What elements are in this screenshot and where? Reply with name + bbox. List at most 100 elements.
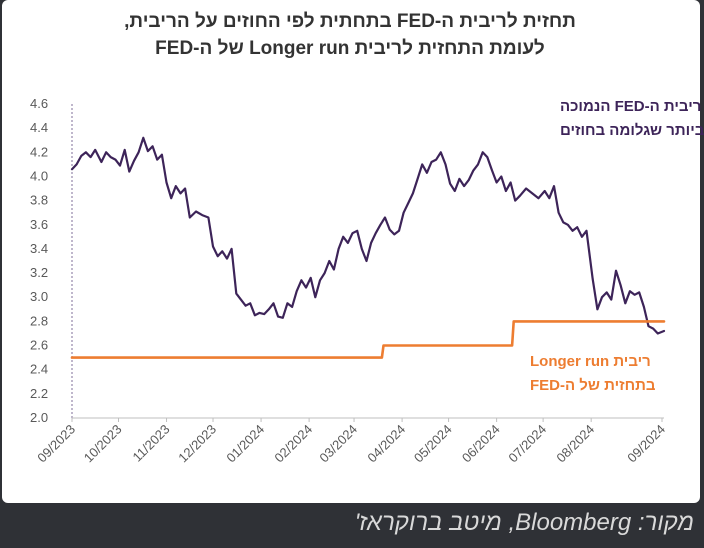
x-tick-label: 11/2023 xyxy=(129,422,172,465)
data-point-fed_funds_implied xyxy=(468,179,470,181)
data-point-fed_funds_implied xyxy=(89,156,92,158)
y-tick-label: 4.0 xyxy=(30,168,48,183)
annotation-longer_run-line-1: ריבית Longer run xyxy=(530,353,651,370)
x-tick-label: 04/2024 xyxy=(364,422,408,466)
data-point-fed_funds_implied xyxy=(100,161,103,163)
data-point-fed_funds_implied xyxy=(291,306,293,308)
data-point-fed_funds_implied xyxy=(151,145,154,147)
data-point-fed_funds_implied xyxy=(440,151,442,153)
data-point-fed_funds_implied xyxy=(629,290,631,292)
data-point-fed_funds_implied xyxy=(403,212,405,214)
data-point-fed_funds_implied xyxy=(416,178,419,180)
data-point-fed_funds_implied xyxy=(596,308,598,310)
line-chart: 4.6 4.4 4.2 4.0 3.8 3.6 3.4 3.2 3.0 2.8 2.6 2.4 2.2 2… xyxy=(30,96,704,466)
data-point-fed_funds_implied xyxy=(379,224,381,226)
data-point-fed_funds_implied xyxy=(114,158,116,161)
data-point-fed_funds_implied xyxy=(105,151,107,153)
x-tick-label: 10/2023 xyxy=(81,422,125,466)
series-line-longer_run xyxy=(70,320,666,359)
data-point-fed_funds_implied xyxy=(444,163,447,165)
x-tick-label: 03/2024 xyxy=(316,422,360,466)
data-point-fed_funds_implied xyxy=(189,216,191,219)
data-point-fed_funds_implied xyxy=(333,268,335,271)
annotation-fed_funds_implied-line-1: ריבית ה-FED הנמוכה xyxy=(560,98,701,115)
data-point-fed_funds_implied xyxy=(491,169,493,172)
y-tick-label: 2.8 xyxy=(30,313,48,328)
chart-title-line-1: תחזית לריבית ה-FED בתחתית לפי החוזים על … xyxy=(124,11,576,32)
data-point-fed_funds_implied xyxy=(147,150,149,152)
chart-title-line-2: לעומת התחזית לריבית Longer run של ה-FED xyxy=(155,38,545,59)
data-point-fed_funds_implied xyxy=(254,314,256,316)
data-point-longer_run xyxy=(382,344,385,347)
data-point-fed_funds_implied xyxy=(244,305,247,307)
data-point-fed_funds_implied xyxy=(221,250,223,252)
data-point-fed_funds_implied xyxy=(314,296,316,298)
data-point-fed_funds_implied xyxy=(393,233,395,236)
data-point-fed_funds_implied xyxy=(365,260,368,262)
data-point-fed_funds_implied xyxy=(324,272,326,274)
y-tick-label: 2.2 xyxy=(30,386,48,401)
data-point-fed_funds_implied xyxy=(426,172,428,174)
data-point-fed_funds_implied xyxy=(300,279,302,281)
data-point-fed_funds_implied xyxy=(435,158,437,161)
data-point-fed_funds_implied xyxy=(156,158,158,161)
source-credit: מקור: Bloomberg, מיטב ברוקראז' xyxy=(354,509,694,536)
data-point-fed_funds_implied xyxy=(519,195,521,197)
data-point-fed_funds_implied xyxy=(249,302,251,304)
data-point-fed_funds_implied xyxy=(184,187,186,190)
data-point-longer_run xyxy=(511,344,513,347)
data-point-fed_funds_implied xyxy=(486,156,488,158)
data-point-fed_funds_implied xyxy=(389,229,391,231)
data-point-fed_funds_implied xyxy=(342,236,344,238)
data-point-fed_funds_implied xyxy=(195,210,197,213)
data-point-fed_funds_implied xyxy=(581,236,583,238)
data-point-fed_funds_implied xyxy=(601,296,603,298)
data-point-fed_funds_implied xyxy=(544,190,546,192)
data-point-fed_funds_implied xyxy=(94,149,96,151)
data-point-fed_funds_implied xyxy=(361,248,363,250)
data-point-fed_funds_implied xyxy=(85,151,87,153)
data-point-longer_run xyxy=(663,320,665,322)
y-tick-label: 4.6 xyxy=(30,96,48,111)
x-tick-label: 09/2024 xyxy=(624,422,668,466)
y-tick-label: 3.0 xyxy=(30,289,48,304)
data-point-fed_funds_implied xyxy=(319,279,321,281)
data-point-fed_funds_implied xyxy=(179,192,182,194)
y-tick-label: 2.6 xyxy=(30,338,48,353)
data-point-fed_funds_implied xyxy=(576,226,578,228)
data-point-fed_funds_implied xyxy=(657,332,659,335)
data-point-fed_funds_implied xyxy=(226,257,228,260)
y-tick-label: 2.0 xyxy=(30,410,48,425)
data-point-fed_funds_implied xyxy=(231,248,233,250)
data-point-fed_funds_implied xyxy=(286,302,289,304)
data-point-fed_funds_implied xyxy=(606,291,608,293)
data-point-fed_funds_implied xyxy=(161,154,163,156)
data-point-fed_funds_implied xyxy=(421,163,423,165)
data-point-fed_funds_implied xyxy=(633,294,636,296)
data-point-fed_funds_implied xyxy=(76,163,78,165)
x-tick-label: 05/2024 xyxy=(411,422,455,466)
data-point-fed_funds_implied xyxy=(128,171,130,173)
data-point-fed_funds_implied xyxy=(370,242,372,244)
data-point-fed_funds_implied xyxy=(296,290,298,292)
data-point-fed_funds_implied xyxy=(482,151,484,153)
data-point-fed_funds_implied xyxy=(268,308,270,310)
data-point-fed_funds_implied xyxy=(647,325,650,327)
data-point-fed_funds_implied xyxy=(652,328,654,330)
data-point-fed_funds_implied xyxy=(235,293,237,295)
x-tick-label: 01/2024 xyxy=(223,422,267,466)
series-line-fed_funds_implied xyxy=(70,136,666,335)
data-point-fed_funds_implied xyxy=(356,230,358,232)
data-point-fed_funds_implied xyxy=(124,149,126,151)
x-tick-label: 12/2023 xyxy=(175,422,219,466)
data-point-fed_funds_implied xyxy=(347,242,349,244)
data-point-fed_funds_implied xyxy=(458,178,461,180)
data-point-fed_funds_implied xyxy=(240,299,242,301)
y-tick-label: 2.4 xyxy=(30,362,48,377)
footer-bar: מקור: Bloomberg, מיטב ברוקראז' xyxy=(0,503,704,548)
x-tick-label: 06/2024 xyxy=(459,422,503,466)
data-point-fed_funds_implied xyxy=(133,160,135,162)
data-point-fed_funds_implied xyxy=(624,302,626,304)
data-point-fed_funds_implied xyxy=(175,185,177,187)
x-tick-label: 02/2024 xyxy=(271,422,315,466)
